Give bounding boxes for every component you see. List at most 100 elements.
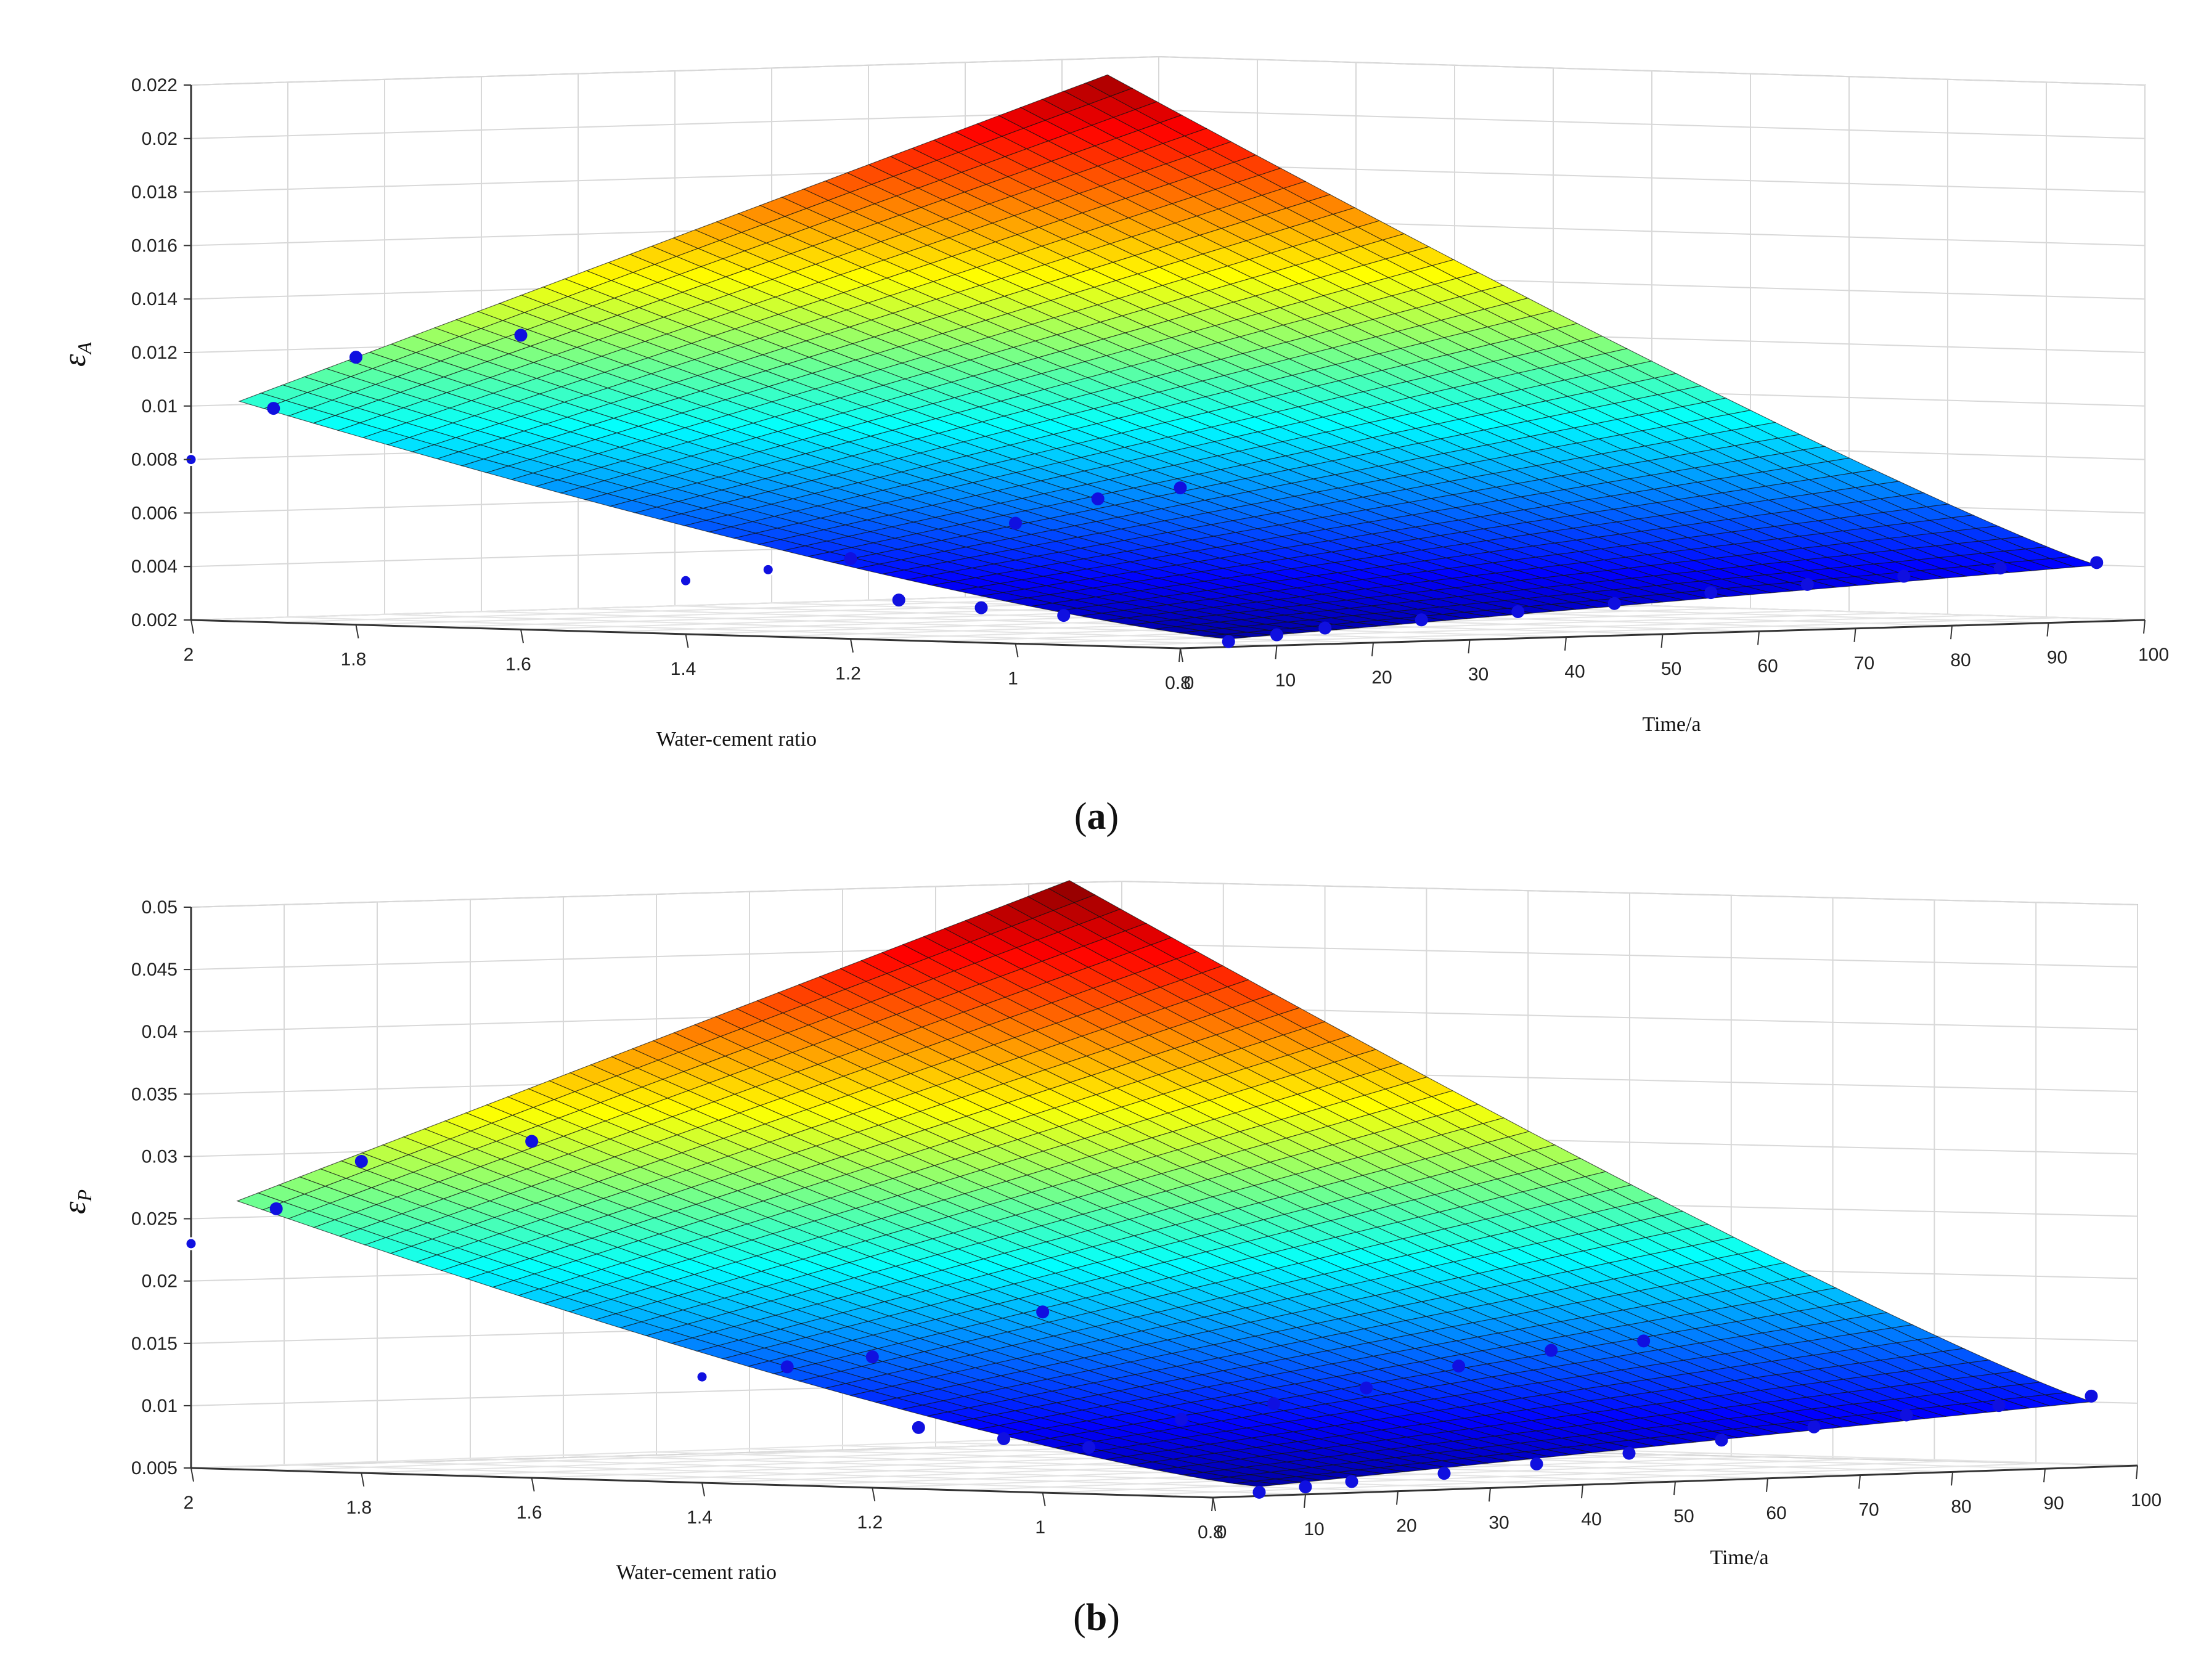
data-point xyxy=(1318,621,1332,635)
z-tick-label: 0.015 xyxy=(131,1334,178,1354)
y-tick-mark xyxy=(1757,631,1760,645)
z-tick-label: 0.01 xyxy=(142,1396,178,1416)
data-point xyxy=(844,552,857,565)
z-tick-label: 0.006 xyxy=(131,503,178,523)
data-point xyxy=(1511,605,1525,618)
data-point xyxy=(2090,556,2104,569)
data-point xyxy=(1057,609,1071,622)
data-point xyxy=(2085,1389,2098,1403)
x-tick-mark xyxy=(1015,643,1019,658)
y-tick-mark xyxy=(2046,622,2049,637)
z-tick-label: 0.018 xyxy=(131,182,178,203)
data-point xyxy=(1900,1408,1913,1422)
z-tick-label: 0.008 xyxy=(131,450,178,470)
z-tick-label: 0.004 xyxy=(131,557,178,577)
data-point xyxy=(1175,1413,1188,1426)
y-tick-label: 80 xyxy=(1951,1496,1971,1517)
data-point xyxy=(1897,569,1911,583)
data-point xyxy=(1807,1420,1821,1433)
y-axis-title: Time/a xyxy=(1642,713,1701,736)
caption-b: (b) xyxy=(1073,1597,1120,1639)
data-point xyxy=(1360,1381,1373,1395)
y-tick-label: 90 xyxy=(2043,1493,2064,1514)
data-point xyxy=(525,1135,539,1148)
data-point xyxy=(1545,1344,1558,1357)
x-axis-title: Water-cement ratio xyxy=(656,728,817,751)
floor-gridline xyxy=(190,1435,1116,1469)
x-tick-mark xyxy=(190,1467,194,1482)
caption-a: (a) xyxy=(1074,796,1119,838)
floor-gridline xyxy=(1015,614,1980,645)
y-tick-mark xyxy=(1858,1475,1861,1489)
surface-chart-a: 0.002 0.004 0.006 0.008 0.01 0.012 0.014 0.016 0… xyxy=(57,55,2169,751)
y-tick-label: 60 xyxy=(1757,656,1778,676)
z-tick-label: 0.014 xyxy=(131,289,178,309)
x-axis-title: Water-cement ratio xyxy=(616,1561,777,1584)
y-tick-mark xyxy=(1178,648,1181,663)
data-point xyxy=(514,328,528,342)
data-point xyxy=(1452,1360,1466,1373)
data-point xyxy=(974,601,988,614)
y-tick-label: 100 xyxy=(2131,1490,2162,1511)
y-tick-label: 20 xyxy=(1396,1516,1416,1536)
data-point xyxy=(865,1350,879,1364)
x-tick-label: 1.2 xyxy=(835,664,861,684)
data-point xyxy=(1530,1457,1543,1470)
x-tick-mark xyxy=(1042,1492,1046,1507)
data-point xyxy=(1299,1480,1312,1494)
x-tick-label: 1.4 xyxy=(671,659,696,679)
x-tick-mark xyxy=(850,638,854,653)
y-tick-mark xyxy=(1673,1481,1676,1496)
data-point xyxy=(695,1370,709,1384)
z-tick-label: 0.035 xyxy=(131,1084,178,1104)
y-tick-label: 80 xyxy=(1950,650,1970,671)
y-tick-mark xyxy=(1766,1478,1768,1492)
surface xyxy=(236,880,2092,1487)
z-tick-label: 0.03 xyxy=(142,1146,178,1167)
surface-chart-b: 0.005 0.01 0.015 0.02 0.025 0.03 0.035 0.04 0.04… xyxy=(57,880,2162,1584)
panel-b: 0.005 0.01 0.015 0.02 0.025 0.03 0.035 0.04 0.04… xyxy=(0,820,2193,1615)
y-tick-mark xyxy=(1950,626,1953,640)
y-tick-label: 70 xyxy=(1854,653,1874,674)
y-axis-title: Time/a xyxy=(1710,1546,1768,1569)
z-axis-title-sub: A xyxy=(73,342,96,356)
y-tick-label: 10 xyxy=(1275,670,1296,690)
floor-gridline xyxy=(1098,617,2063,647)
caption-b-label: b xyxy=(1085,1597,1108,1639)
data-point xyxy=(1607,597,1621,610)
y-tick-label: 50 xyxy=(1673,1506,1694,1527)
data-point xyxy=(269,1202,283,1215)
y-tick-mark xyxy=(1396,1491,1399,1505)
floor-gridline xyxy=(1042,1460,1967,1493)
data-point xyxy=(1270,628,1283,642)
z-tick-label: 0.01 xyxy=(142,396,178,417)
floor-gridline xyxy=(1127,1462,2052,1496)
y-tick-mark xyxy=(2136,1465,2138,1480)
x-tick-mark xyxy=(520,629,524,643)
y-tick-mark xyxy=(1581,1485,1583,1499)
x-tick-mark xyxy=(701,1482,705,1497)
data-point xyxy=(1082,1441,1096,1454)
data-point xyxy=(912,1421,925,1434)
y-tick-label: 40 xyxy=(1581,1509,1601,1530)
x-tick-label: 0.8 xyxy=(1165,673,1191,693)
x-tick-label: 1 xyxy=(1008,668,1018,688)
floor-gridline xyxy=(957,1458,1882,1491)
data-point xyxy=(1222,635,1235,648)
z-tick-label: 0.04 xyxy=(142,1022,178,1042)
data-point xyxy=(1437,1467,1451,1480)
y-tick-label: 70 xyxy=(1858,1500,1879,1520)
z-axis-title-main: ε xyxy=(57,354,92,367)
y-tick-label: 20 xyxy=(1371,667,1392,688)
panel-a: 0.002 0.004 0.006 0.008 0.01 0.012 0.014 0.016 0… xyxy=(0,0,2193,795)
y-tick-label: 30 xyxy=(1489,1512,1509,1533)
y-tick-label: 100 xyxy=(2138,645,2169,665)
x-tick-mark xyxy=(361,1472,365,1487)
y-tick-mark xyxy=(1211,1497,1214,1512)
z-tick-label: 0.025 xyxy=(131,1209,178,1229)
data-point xyxy=(780,1360,794,1374)
data-point xyxy=(1252,1485,1266,1499)
data-point xyxy=(1800,577,1814,591)
y-tick-label: 40 xyxy=(1564,662,1585,682)
z-tick-label: 0.045 xyxy=(131,960,178,980)
